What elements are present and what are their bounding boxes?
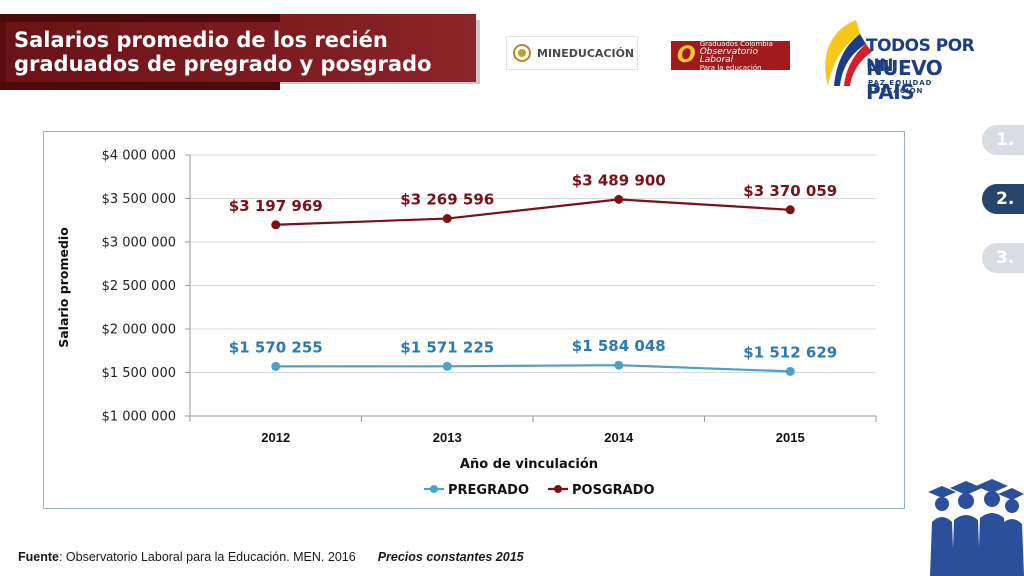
nav-item-2[interactable]: 2. (982, 184, 1024, 214)
mineducacion-logo: MINEDUCACIÓN (506, 36, 638, 70)
legend-marker-posgrado (554, 485, 562, 493)
tpn-line1: TODOS POR UN (866, 36, 975, 76)
data-point-pregrado (614, 360, 624, 370)
y-tick-label: $3 000 000 (102, 236, 176, 251)
data-label-posgrado: $3 370 059 (743, 182, 837, 200)
series-line-pregrado (275, 364, 791, 373)
source-footer: Fuente: Observatorio Laboral para la Edu… (18, 550, 524, 564)
observatorio-o-icon: O (677, 42, 696, 68)
series-line-posgrado (275, 198, 791, 226)
title-accent-top (0, 14, 280, 22)
data-point-posgrado (271, 220, 281, 230)
colombia-flag-swoosh-icon (825, 20, 872, 86)
data-label-posgrado: $3 489 900 (572, 171, 666, 189)
observatorio-top-text: Graduados Colombia (699, 39, 773, 48)
tpn-line2: NUEVO PAÍS (866, 56, 943, 104)
y-axis-title: Salario promedio (56, 227, 71, 348)
y-tick-label: $2 000 000 (102, 323, 176, 338)
y-tick-label: $1 500 000 (102, 366, 176, 381)
y-tick-label: $1 000 000 (102, 410, 176, 425)
data-label-posgrado: $3 269 596 (400, 191, 494, 209)
observatorio-laboral-logo: O Graduados Colombia Observatorio Labora… (671, 39, 790, 72)
data-label-pregrado: $1 584 048 (572, 337, 666, 355)
data-point-posgrado (785, 205, 795, 215)
y-tick-label: $4 000 000 (102, 149, 176, 164)
source-label: Fuente (18, 550, 59, 564)
data-point-posgrado (614, 194, 624, 204)
chart-frame (43, 131, 905, 509)
todos-por-un-nuevo-pais-logo: TODOS POR UN NUEVO PAÍS PAZ EQUIDAD EDUC… (816, 16, 986, 104)
x-axis-title: Año de vinculación (460, 457, 598, 472)
data-label-pregrado: $1 571 225 (400, 338, 494, 356)
data-point-pregrado (271, 361, 281, 371)
mineducacion-logo-text: MINEDUCACIÓN (537, 46, 635, 60)
legend-label-pregrado: PREGRADO (448, 483, 529, 498)
y-tick-label: $3 500 000 (102, 192, 176, 207)
data-point-posgrado (442, 214, 452, 224)
legend-label-posgrado: POSGRADO (572, 483, 655, 498)
x-tick-label: 2014 (604, 430, 634, 445)
title-banner (0, 14, 476, 82)
data-point-pregrado (785, 366, 795, 376)
observatorio-sub-text: Para la educación (699, 63, 762, 72)
title-accent-bottom (0, 82, 280, 90)
x-tick-label: 2015 (776, 430, 805, 445)
tpn-line3: PAZ EQUIDAD EDUCACIÓN (868, 79, 933, 95)
page-title: Salarios promedio de los recién graduado… (14, 28, 432, 76)
x-tick-label: 2013 (433, 430, 462, 445)
prices-note: Precios constantes 2015 (377, 550, 524, 564)
observatorio-main-text: Observatorio Laboral (699, 46, 759, 65)
graduates-silhouette-icon (928, 479, 1024, 576)
y-tick-label: $2 500 000 (102, 279, 176, 294)
colombia-seal-icon (513, 44, 531, 62)
source-text: : Observatorio Laboral para la Educación… (58, 550, 356, 564)
data-label-pregrado: $1 570 255 (229, 338, 323, 356)
x-tick-label: 2012 (261, 430, 290, 445)
data-label-pregrado: $1 512 629 (743, 343, 837, 361)
data-label-posgrado: $3 197 969 (229, 197, 323, 215)
data-point-pregrado (442, 361, 452, 371)
legend-marker-pregrado (430, 485, 438, 493)
nav-item-3[interactable]: 3. (982, 243, 1024, 273)
nav-item-1[interactable]: 1. (982, 125, 1024, 155)
